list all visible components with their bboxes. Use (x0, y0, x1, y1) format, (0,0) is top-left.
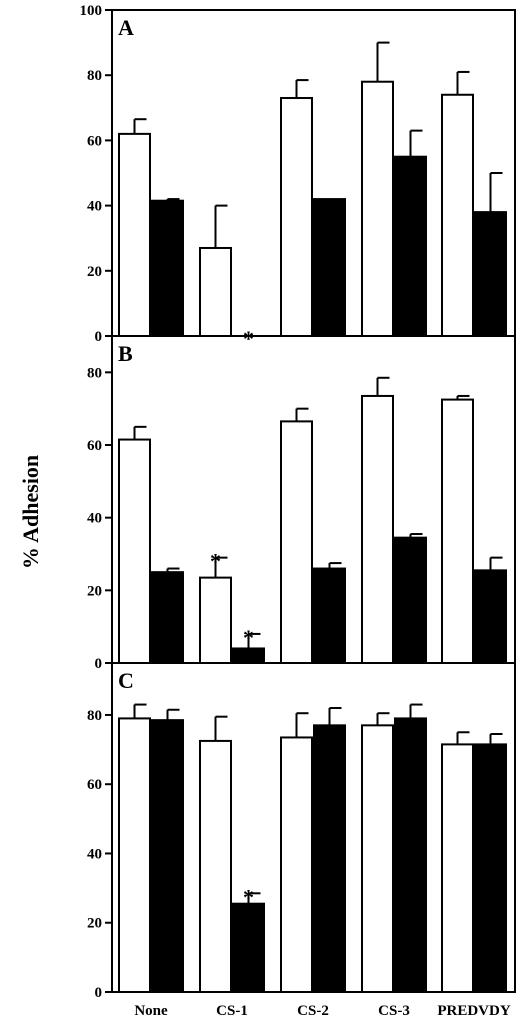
error-bar (376, 376, 390, 396)
error-bar (214, 204, 228, 248)
bar-c-cs-3-filled (394, 717, 427, 993)
error-bar (133, 118, 147, 134)
bar-b-none-filled (151, 571, 184, 665)
bar-b-cs-2-open (280, 420, 313, 664)
bar-c-predvdy-open (441, 743, 474, 993)
error-bar (214, 715, 228, 741)
panel-letter: A (118, 15, 134, 40)
bar-c-none-filled (151, 719, 184, 993)
bar-b-cs-1-open (199, 576, 232, 664)
error-bar (166, 567, 180, 573)
bar-c-cs-3-open (361, 724, 394, 993)
y-tick-label: 100 (80, 3, 103, 19)
error-bar (489, 556, 503, 571)
bar-b-predvdy-filled (474, 569, 507, 664)
error-bar (133, 703, 147, 719)
bar-a-predvdy-open (441, 93, 474, 338)
error-bar (456, 394, 470, 400)
error-bar (166, 198, 180, 201)
panel-c: 0 20 40 60 80 C * (87, 662, 516, 1001)
category-label-none: None (134, 1003, 168, 1019)
panel-a: 0 20 40 60 80 100 A * (80, 3, 516, 351)
bar-a-none-filled (151, 199, 184, 337)
category-label-cs-2: CS-2 (297, 1003, 329, 1019)
error-bar (328, 707, 342, 726)
y-tick-label: 40 (87, 511, 102, 527)
y-tick-label: 20 (87, 916, 102, 932)
significance-mark: * (243, 884, 254, 909)
y-axis-label: % Adhesion (18, 455, 43, 569)
bar-c-predvdy-filled (474, 743, 507, 993)
error-bar (247, 632, 261, 649)
y-tick-label: 20 (87, 264, 102, 280)
error-bar (409, 703, 423, 719)
error-bar (409, 129, 423, 157)
panel-letter: C (118, 668, 134, 693)
bar-c-cs-2-filled (313, 724, 346, 993)
error-bar (133, 425, 147, 440)
y-tick-label: 60 (87, 777, 102, 793)
bar-a-predvdy-filled (474, 211, 507, 337)
panel-b: 0 20 40 60 80 B * * (87, 335, 516, 672)
y-tick-label: 40 (87, 199, 102, 215)
bar-a-cs-2-filled (313, 198, 346, 337)
error-bar (247, 892, 261, 904)
y-tick-label: 60 (87, 438, 102, 454)
y-tick-label: 0 (95, 329, 103, 345)
category-label-cs-3: CS-3 (378, 1003, 410, 1019)
error-bar (214, 556, 228, 578)
bar-b-none-open (118, 438, 151, 664)
bar-a-cs-3-filled (394, 155, 427, 337)
category-label-cs-1: CS-1 (216, 1003, 248, 1019)
y-tick-label: 0 (95, 985, 103, 1001)
y-tick-label: 60 (87, 133, 102, 149)
error-bar (456, 70, 470, 95)
category-label-predvdy: PREDVDY (437, 1003, 510, 1019)
bar-b-predvdy-open (441, 398, 474, 664)
error-bar (376, 41, 390, 82)
bar-c-cs-1-filled (232, 902, 265, 993)
error-bar (166, 708, 180, 721)
y-tick-label: 80 (87, 68, 102, 84)
significance-mark: * (243, 326, 254, 351)
error-bar (295, 79, 309, 99)
bar-b-cs-3-filled (394, 536, 427, 665)
error-bar (489, 732, 503, 745)
bar-a-cs-1-open (199, 246, 232, 337)
error-bar (295, 712, 309, 738)
bar-a-cs-2-open (280, 97, 313, 337)
error-bar (489, 172, 503, 213)
y-tick-label: 80 (87, 708, 102, 724)
y-tick-label: 80 (87, 365, 102, 381)
error-bar (409, 533, 423, 538)
bar-c-cs-1-open (199, 739, 232, 994)
panels-group: 0 20 40 60 80 100 A * 0 20 40 60 80 B * * 0 20 40 60 80 C * Non… (80, 3, 516, 1019)
error-bar (456, 731, 470, 745)
bar-c-cs-2-open (280, 736, 313, 993)
error-bar (295, 407, 309, 422)
panel-letter: B (118, 341, 133, 366)
bar-b-cs-2-filled (313, 567, 346, 664)
bar-b-cs-1-filled (232, 647, 265, 665)
bar-c-none-open (118, 717, 151, 993)
bar-b-cs-3-open (361, 394, 394, 664)
significance-mark: * (210, 549, 221, 574)
error-bar (328, 562, 342, 569)
significance-mark: * (243, 625, 254, 650)
y-tick-label: 0 (95, 656, 103, 672)
y-tick-label: 40 (87, 846, 102, 862)
error-bar (376, 712, 390, 726)
bar-a-cs-3-open (361, 80, 394, 337)
y-tick-label: 20 (87, 583, 102, 599)
bar-a-none-open (118, 132, 151, 337)
